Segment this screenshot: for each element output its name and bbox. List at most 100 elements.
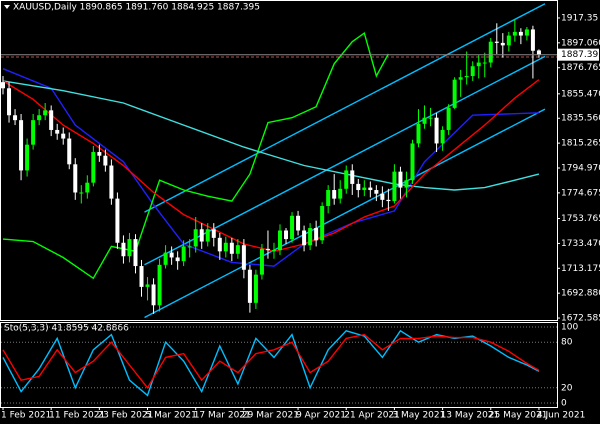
candle-body [223, 242, 228, 252]
candle-body [85, 182, 90, 193]
x-tick-label: 13 May 2021 [441, 411, 500, 421]
candle-body [506, 35, 511, 46]
x-tick-label: 11 Feb 2021 [49, 411, 105, 421]
indicator-line [2, 68, 539, 267]
candle-body [464, 76, 469, 78]
candle-body [362, 187, 367, 191]
candle-body [392, 171, 397, 202]
x-tick-label: 3 May 2021 [392, 411, 445, 421]
y-tick-label: 20 [561, 383, 573, 393]
candle-body [49, 110, 54, 130]
candle-body [205, 229, 210, 242]
candle-body [368, 187, 373, 191]
last-price-box [558, 48, 599, 61]
y-tick-label: 1753.765 [561, 214, 600, 224]
chart-title: XAUUSD,Daily 1890.865 1891.760 1884.925 … [13, 3, 260, 13]
candle-body [278, 230, 283, 251]
stochastic-line [2, 333, 540, 390]
y-tick-label: 1876.765 [561, 63, 600, 73]
candle-body [121, 242, 126, 257]
candle-body [253, 274, 258, 303]
candle-body [488, 41, 493, 63]
candle-body [169, 252, 174, 258]
candle-body [314, 228, 319, 241]
candle-body [482, 62, 487, 64]
x-tick-label: 23 Feb 2021 [97, 411, 153, 421]
candle-body [181, 246, 186, 262]
candle-body [446, 107, 451, 130]
main-panel-frame [0, 0, 558, 321]
candle-body [127, 239, 132, 257]
last-price-label: 1887.395 [561, 50, 600, 60]
candle-body [428, 117, 433, 119]
x-tick-label: 25 May 2021 [489, 411, 548, 421]
candle-body [19, 120, 24, 171]
candle-body [500, 42, 505, 46]
y-tick-label: 1672.585 [561, 314, 600, 324]
candle-body [518, 31, 523, 36]
candle-body [199, 229, 204, 242]
candle-body [265, 248, 270, 251]
candle-body [422, 117, 427, 124]
candle-body [193, 229, 198, 247]
candle-body [494, 41, 499, 43]
candle-body [290, 215, 295, 240]
candle-body [284, 230, 289, 240]
candle-body [73, 164, 78, 193]
candle-body [476, 62, 481, 67]
x-tick-label: 29 Mar 2021 [242, 411, 299, 421]
candle-body [271, 250, 276, 252]
candle-body [145, 284, 150, 287]
candle-body [386, 199, 391, 202]
candle-body [103, 155, 108, 166]
candle-body [404, 180, 409, 188]
collapse-icon [4, 5, 10, 9]
stochastic-line [2, 329, 540, 397]
candle-body [326, 190, 331, 206]
candle-body [163, 252, 168, 265]
candle-body [1, 82, 6, 89]
candle-body [43, 110, 48, 116]
candle-body [247, 269, 252, 303]
candle-body [434, 117, 439, 144]
candle-body [67, 138, 72, 165]
candle-body [217, 237, 222, 252]
x-tick-label: 21 Apr 2021 [344, 411, 400, 421]
indicator-line [2, 31, 390, 280]
x-tick-label: 5 Mar 2021 [146, 411, 197, 421]
candle-body [7, 88, 12, 116]
candle-body [187, 246, 192, 248]
y-tick-label: 100 [561, 323, 578, 333]
x-tick-label: 4 Jun 2021 [537, 411, 585, 421]
candle-body [235, 245, 240, 254]
candle-body [151, 284, 156, 306]
candle-body [259, 248, 264, 275]
candle-body [452, 79, 457, 108]
candle-body [308, 228, 313, 246]
candle-body [458, 77, 463, 80]
candle-body [109, 165, 114, 199]
y-tick-label: 1733.470 [561, 239, 600, 249]
y-tick-label: 1855.470 [561, 89, 600, 99]
candle-body [380, 193, 385, 200]
y-tick-label: 1794.970 [561, 164, 600, 174]
candle-body [410, 143, 415, 181]
y-tick-label: 0 [561, 399, 567, 409]
candle-body [55, 129, 60, 134]
candle-body [115, 198, 120, 243]
candle-body [296, 215, 301, 231]
stochastic-panel-frame [0, 322, 558, 408]
candle-body [97, 152, 102, 156]
candle-body [374, 190, 379, 194]
candle-body [320, 205, 325, 241]
y-tick-label: 1815.265 [561, 139, 600, 149]
candle-body [344, 170, 349, 189]
candle-body [211, 229, 216, 238]
candle-body [79, 192, 84, 194]
candle-body [133, 239, 138, 267]
candle-body [61, 133, 66, 139]
candle-body [440, 129, 445, 144]
x-tick-label: 9 Apr 2021 [296, 411, 346, 421]
candle-body [31, 120, 36, 145]
candle-body [241, 245, 246, 270]
